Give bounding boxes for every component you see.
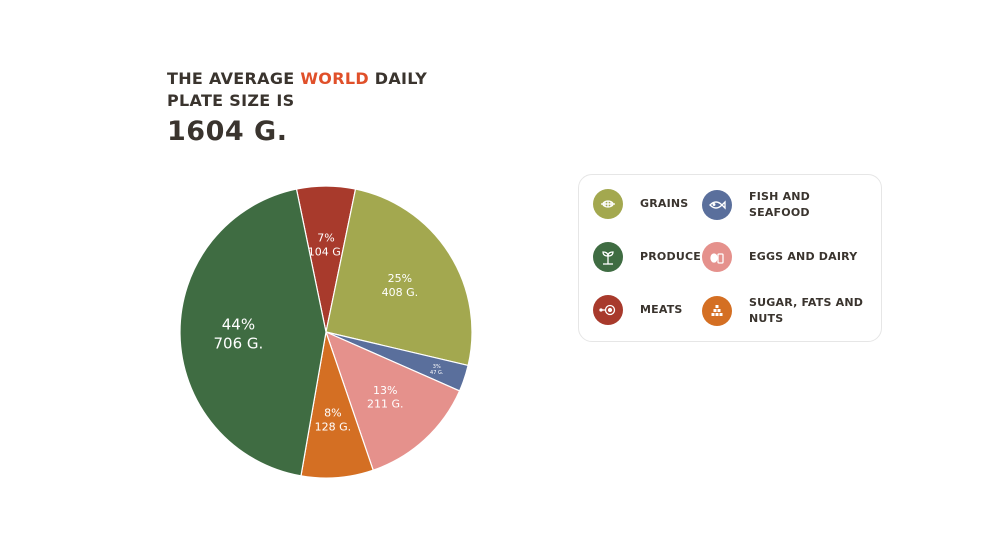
- pie-slice: [179, 188, 327, 477]
- slice-grams-label: 47 G.: [430, 370, 444, 376]
- legend-label: PRODUCE: [640, 250, 701, 263]
- legend-label: FISH AND SEAFOOD: [749, 190, 811, 219]
- legend: GRAINS FISH AND SEAFOOD PRODUCE EGGS AND…: [578, 174, 882, 342]
- slice-grams-label: 128 G.: [315, 420, 352, 433]
- slice-grams-label: 706 G.: [214, 334, 264, 352]
- title-accent-word: WORLD: [300, 69, 369, 88]
- title-line-2: PLATE SIZE IS: [167, 91, 295, 110]
- legend-item-produce: PRODUCE: [593, 242, 755, 272]
- meat-icon: [593, 295, 623, 325]
- plate-size-total: 1604 G.: [167, 116, 288, 147]
- egg-icon: [702, 242, 732, 272]
- legend-item-fish-and-seafood: FISH AND SEAFOOD: [702, 189, 864, 221]
- slice-grams-label: 104 G.: [308, 245, 345, 258]
- slice-percent-label: 44%: [222, 316, 255, 334]
- sprout-icon: [593, 242, 623, 272]
- legend-item-sugar-fats-and-nuts: SUGAR, FATS AND NUTS: [702, 295, 864, 327]
- legend-item-meats: MEATS: [593, 295, 755, 325]
- slice-percent-label: 8%: [324, 407, 341, 420]
- legend-item-eggs-and-dairy: EGGS AND DAIRY: [702, 242, 864, 272]
- slice-grams-label: 211 G.: [367, 398, 404, 411]
- pie-chart: 7%104 G. 25%408 G. 3%47 G. 13%211 G. 8%128 G…: [179, 185, 473, 479]
- legend-label: MEATS: [640, 303, 683, 316]
- legend-item-grains: GRAINS: [593, 189, 755, 219]
- title-line-1: THE AVERAGE WORLD DAILY: [167, 68, 507, 90]
- slice-percent-label: 3%: [433, 364, 441, 370]
- title-text-pre: THE AVERAGE: [167, 69, 301, 88]
- wheat-icon: [593, 189, 623, 219]
- legend-label: GRAINS: [640, 197, 689, 210]
- slice-percent-label: 13%: [373, 384, 397, 397]
- sugar-icon: [702, 296, 732, 326]
- fish-icon: [702, 190, 732, 220]
- slice-percent-label: 25%: [388, 272, 412, 285]
- chart-title: THE AVERAGE WORLD DAILY PLATE SIZE IS 16…: [167, 68, 507, 147]
- legend-label: EGGS AND DAIRY: [749, 250, 858, 263]
- slice-grams-label: 408 G.: [382, 286, 419, 299]
- pie-slice: [324, 330, 461, 471]
- legend-label: SUGAR, FATS AND NUTS: [749, 296, 864, 325]
- pie-slice: [325, 188, 473, 367]
- title-text-post: DAILY: [368, 69, 428, 88]
- slice-percent-label: 7%: [317, 232, 334, 245]
